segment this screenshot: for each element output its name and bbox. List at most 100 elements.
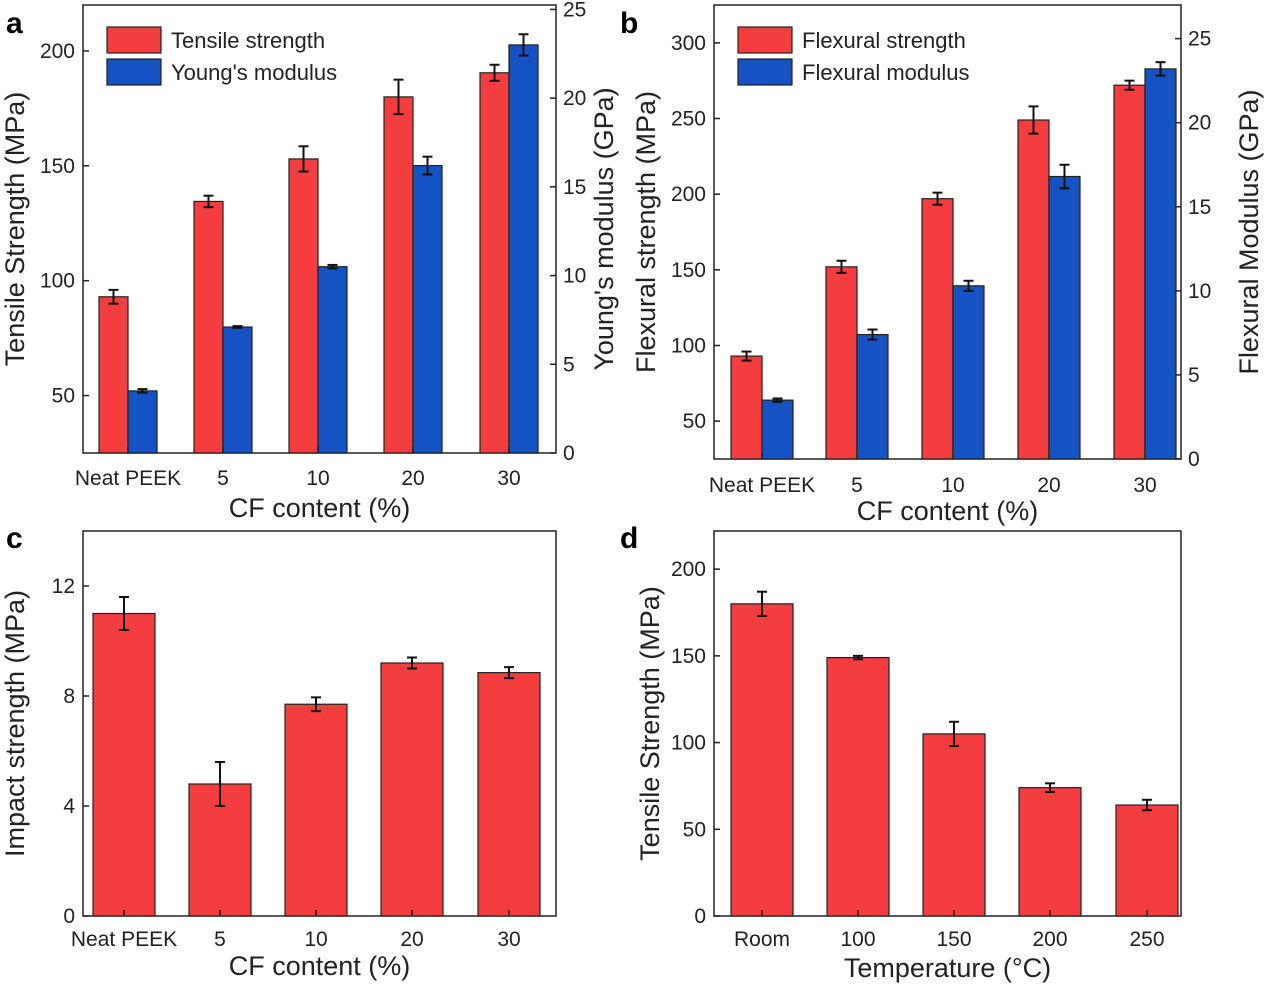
bar [127,390,158,454]
legend-swatch [737,26,793,54]
legend-label: Tensile strength [171,28,325,53]
x-tick-label: 30 [497,467,520,490]
y-tick-label: 150 [671,259,706,282]
y2-tick-label: 25 [563,0,586,21]
y-tick-label: 100 [671,732,706,755]
x-tick-label: 150 [936,928,971,951]
y-tick-label: 0 [694,905,706,928]
y-axis-title: Impact strength (MPa) [0,590,30,857]
y2-axis-title: Young's modulus (GPa) [589,87,619,370]
y2-tick-label: 0 [563,442,575,465]
bar [1144,68,1177,460]
x-tick-label: 5 [214,928,226,951]
y-axis-title: Flexural strength (MPa) [631,91,661,373]
x-tick-label: 20 [1037,474,1060,497]
bar [826,656,890,917]
y-tick-label: 50 [683,410,706,433]
bar [222,326,253,454]
y2-tick-label: 10 [563,265,586,288]
bar [412,164,443,454]
x-tick-label: 20 [400,928,423,951]
bar [1113,84,1146,460]
y2-axis-title: Flexural Modulus (GPa) [1234,89,1264,374]
y2-tick-label: 15 [1188,196,1211,219]
x-tick-label: 5 [851,474,863,497]
bar [761,399,794,460]
x-tick-label: Neat PEEK [75,467,181,490]
bar [825,266,858,460]
x-tick-label: 30 [497,928,520,951]
y-tick-label: 200 [671,183,706,206]
legend-label: Flexural strength [802,28,966,53]
x-axis-title: CF content (%) [857,496,1039,526]
bar [730,355,763,460]
y-axis-title: Tensile Strength (MPa) [635,586,665,861]
x-tick-label: 10 [306,467,329,490]
bar [952,285,985,460]
y-tick-label: 4 [63,795,75,818]
y-tick-label: 150 [671,645,706,668]
y2-tick-label: 20 [1188,112,1211,135]
bar [98,296,129,454]
bar [1115,804,1179,917]
legend-label: Flexural modulus [802,60,970,85]
y-axis-title: Tensile Strength (MPa) [0,92,30,367]
x-axis-title: CF content (%) [229,951,411,981]
x-tick-label: 30 [1133,474,1156,497]
panel-d-letter: d [620,522,638,555]
bar [477,672,541,917]
panel-d: d 0 50 100 150 200 Room 100 150 200 250 Temperatur… [620,522,1182,983]
panel-a-letter: a [6,7,23,40]
bar [288,158,319,454]
x-tick-label: 10 [941,474,964,497]
x-tick-label: 100 [840,928,875,951]
y2-tick-label: 20 [563,87,586,110]
y-tick-label: 250 [671,108,706,131]
y2-tick-label: 5 [563,353,575,376]
x-tick-label: Neat PEEK [709,474,815,497]
legend-swatch [106,58,162,86]
panel-b-letter: b [620,7,638,40]
panel-b: b 50 100 150 200 250 300 0 5 10 15 20 25 Neat PEEK 5 1… [620,4,1264,526]
bar [1048,175,1081,460]
y-tick-label: 0 [63,905,75,928]
bar [921,198,954,460]
y2-tick-label: 5 [1188,364,1200,387]
y2-tick-label: 0 [1188,448,1200,471]
x-tick-label: 20 [401,467,424,490]
panel-a: a 50 100 150 200 0 5 10 15 20 25 Neat PEEK 5 10 20 30 C… [0,0,619,523]
x-axis-title: Temperature (°C) [844,953,1051,983]
legend-swatch [737,58,793,86]
x-tick-label: 10 [304,928,327,951]
y-tick-label: 100 [671,335,706,358]
bar [1017,119,1050,460]
bar [1018,787,1082,917]
x-axis-title: CF content (%) [229,493,411,523]
y2-tick-label: 10 [1188,280,1211,303]
bar [380,662,444,917]
bar [317,266,348,454]
y2-tick-label: 15 [563,176,586,199]
y-tick-label: 150 [40,155,75,178]
bar [193,200,224,454]
y-tick-label: 200 [40,40,75,63]
y-tick-label: 300 [671,32,706,55]
x-tick-label: 5 [217,467,229,490]
bar [383,96,414,454]
bar [856,333,889,460]
x-tick-label: 200 [1032,928,1067,951]
bar [92,612,156,917]
bar [508,44,539,454]
bar [479,72,510,454]
x-tick-label: Room [734,928,790,951]
bar [730,603,794,917]
bar [922,733,986,917]
y-tick-label: 200 [671,558,706,581]
y-tick-label: 50 [683,818,706,841]
panel-c-letter: c [6,522,23,555]
panel-c: c 0 4 8 12 Neat PEEK 5 10 20 30 CF content (%) Imp… [0,522,557,981]
y-tick-label: 8 [63,685,75,708]
legend-swatch [106,26,162,54]
bar [284,703,348,917]
